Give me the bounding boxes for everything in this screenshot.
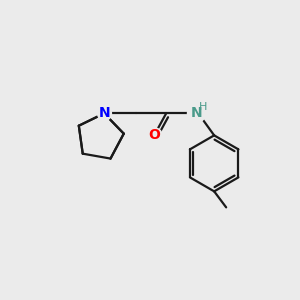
Text: N: N — [98, 106, 110, 120]
Text: N: N — [190, 106, 202, 120]
Text: O: O — [148, 128, 160, 142]
Text: H: H — [199, 102, 207, 112]
